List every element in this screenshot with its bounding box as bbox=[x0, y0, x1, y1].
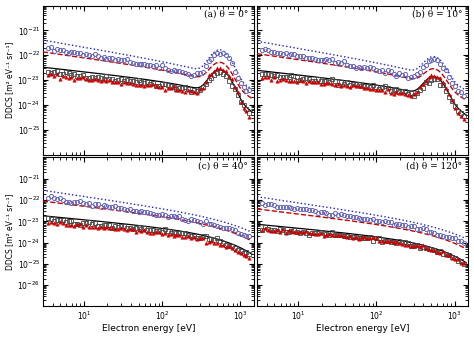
Y-axis label: DDCS [m² eV⁻¹ sr⁻¹]: DDCS [m² eV⁻¹ sr⁻¹] bbox=[6, 42, 15, 118]
Text: (d) θ = 120°: (d) θ = 120° bbox=[406, 162, 462, 171]
Text: (b) θ = 10°: (b) θ = 10° bbox=[411, 10, 462, 19]
X-axis label: Electron energy [eV]: Electron energy [eV] bbox=[316, 324, 410, 334]
X-axis label: Electron energy [eV]: Electron energy [eV] bbox=[102, 324, 195, 334]
Text: (c) θ = 40°: (c) θ = 40° bbox=[198, 162, 248, 171]
Text: (a) θ = 0°: (a) θ = 0° bbox=[203, 10, 248, 19]
Y-axis label: DDCS [m² eV⁻¹ sr⁻¹]: DDCS [m² eV⁻¹ sr⁻¹] bbox=[6, 194, 15, 270]
